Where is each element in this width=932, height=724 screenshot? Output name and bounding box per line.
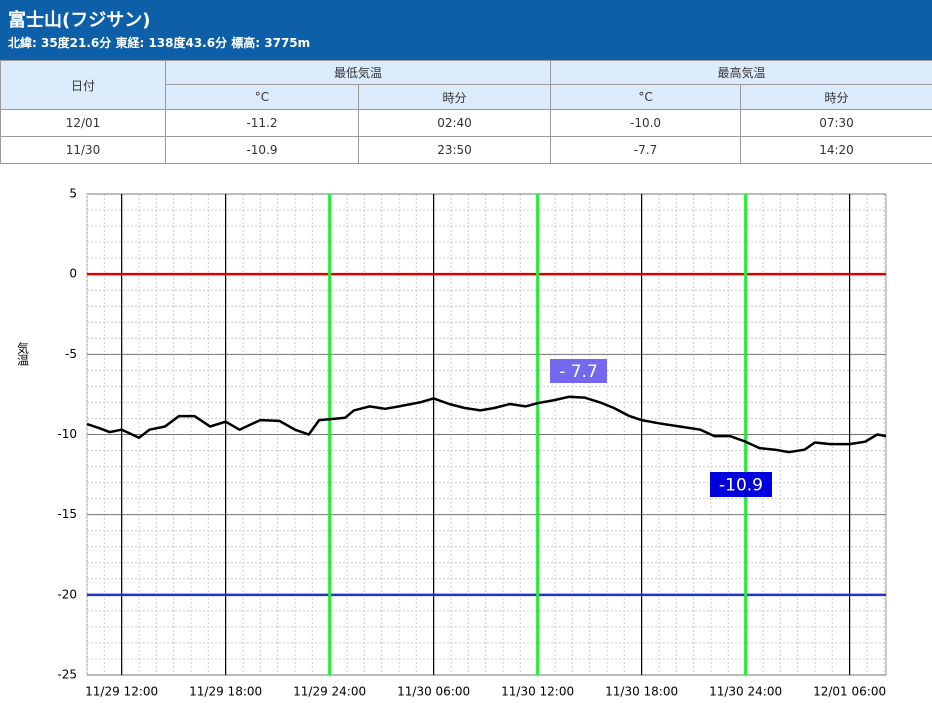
y-tick-label: -20 [57, 587, 77, 601]
temperature-line [86, 395, 887, 454]
annotation: - 7.7 [559, 362, 598, 382]
header-cell: °C [550, 84, 742, 110]
cell: 12/01 [0, 109, 166, 137]
annotation-box [550, 359, 607, 383]
y-tick-label: -15 [57, 507, 77, 521]
x-tick-label: 11/29 24:00 [293, 685, 366, 699]
header: 富士山(フジサン) 北緯: 35度21.6分 東経: 138度43.6分 標高:… [0, 0, 932, 60]
header-cell: 時分 [357, 84, 552, 110]
x-tick-label: 11/30 24:00 [709, 685, 782, 699]
header-cell: 最高気温 [550, 60, 932, 85]
x-tick-label: 11/30 18:00 [605, 685, 678, 699]
x-tick-label: 12/01 06:00 [813, 685, 886, 699]
title: 富士山(フジサン) [8, 10, 151, 31]
y-tick-label: -5 [65, 347, 77, 361]
cell: -11.2 [165, 109, 359, 137]
y-tick-label: -10 [57, 427, 77, 441]
chart: 気温 5 0 -5 -10 -15 -20 -25 11/29 12:00 11/29 18:0… [16, 187, 887, 699]
y-axis-label: 気温 [16, 341, 30, 366]
x-tick-label: 11/30 06:00 [397, 685, 470, 699]
summary-table: 日付 最低気温 最高気温 °C 時分 °C 時分 12/01 -11.2 02:… [0, 60, 932, 164]
header-cell: 最低気温 [164, 60, 552, 85]
cell: -7.7 [550, 136, 742, 164]
y-tick-label: 5 [69, 187, 77, 201]
cell: 07:30 [740, 109, 932, 137]
cell: 11/30 [0, 136, 166, 164]
cell: -10.0 [550, 109, 742, 137]
annotation: -10.9 [719, 476, 763, 496]
header-cell: 日付 [0, 60, 166, 110]
cell: 23:50 [357, 136, 552, 164]
x-tick-label: 11/29 18:00 [189, 685, 262, 699]
y-tick-label: -25 [57, 668, 77, 682]
subtitle: 北緯: 35度21.6分 東経: 138度43.6分 標高: 3775m [8, 36, 311, 50]
cell: 14:20 [740, 136, 932, 164]
header-cell: 時分 [740, 84, 932, 110]
y-tick-label: 0 [69, 267, 77, 281]
annotation-box [710, 472, 772, 497]
header-cell: °C [165, 84, 359, 110]
cell: 02:40 [357, 109, 552, 137]
cell: -10.9 [165, 136, 359, 164]
x-tick-label: 11/29 12:00 [85, 685, 158, 699]
x-tick-label: 11/30 12:00 [501, 685, 574, 699]
